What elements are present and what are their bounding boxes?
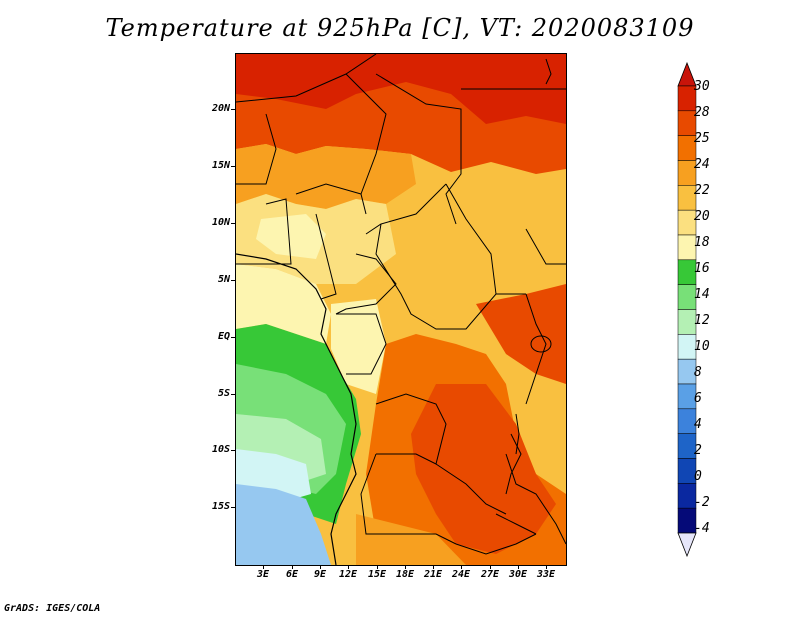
- colorbar-label: 8: [694, 365, 702, 380]
- lat-label-15s: 15S: [211, 501, 230, 512]
- lon-label-30e: 30E: [508, 569, 528, 580]
- lon-label-6e: 6E: [285, 569, 299, 580]
- lat-label-10n: 10N: [211, 217, 230, 228]
- lon-label-24e: 24E: [451, 569, 471, 580]
- colorbar-label: -2: [694, 495, 710, 510]
- lon-label-9e: 9E: [313, 569, 327, 580]
- country-borders: [236, 54, 566, 555]
- colorbar-label: 16: [694, 261, 710, 276]
- colorbar-label: 0: [694, 469, 702, 484]
- field-region-18-west: [236, 264, 331, 344]
- colorbar-label: 28: [694, 105, 710, 120]
- footer-credit: GrADS: IGES/COLA: [4, 603, 101, 614]
- lon-label-18e: 18E: [395, 569, 415, 580]
- colorbar-label: 24: [694, 157, 710, 172]
- lat-label-15n: 15N: [211, 160, 230, 171]
- lat-label-5n: 5N: [217, 274, 230, 285]
- colorbar-label: 25: [694, 131, 710, 146]
- lon-label-12e: 12E: [338, 569, 358, 580]
- colorbar-label: 14: [694, 287, 710, 302]
- lat-label-5s: 5S: [217, 388, 230, 399]
- lat-tick: [231, 337, 235, 338]
- colorbar-label: -4: [694, 521, 710, 536]
- field-region-28-east: [476, 284, 566, 384]
- colorbar-label: 12: [694, 313, 710, 328]
- lat-tick: [231, 507, 235, 508]
- lon-tick: [518, 565, 519, 569]
- lat-tick: [231, 166, 235, 167]
- lon-label-15e: 15E: [367, 569, 387, 580]
- colorbar-label: 6: [694, 391, 702, 406]
- field-region-18-congo: [331, 299, 386, 394]
- lon-tick: [461, 565, 462, 569]
- lon-tick: [546, 565, 547, 569]
- lat-tick: [231, 280, 235, 281]
- field-region-24-north: [236, 144, 416, 209]
- colorbar-label: 30: [694, 79, 710, 94]
- colorbar-label: 10: [694, 339, 710, 354]
- colorbar-label: 18: [694, 235, 710, 250]
- lat-tick: [231, 109, 235, 110]
- lon-tick: [348, 565, 349, 569]
- lake-tanganyika: [515, 413, 520, 455]
- colorbar-bottom-arrow: [677, 532, 697, 557]
- colorbar-label: 20: [694, 209, 710, 224]
- lat-label-20n: 20N: [211, 103, 230, 114]
- colorbar: [677, 62, 697, 557]
- colorbar-label: 4: [694, 417, 702, 432]
- lat-tick: [231, 394, 235, 395]
- lat-tick: [231, 223, 235, 224]
- chart-title: Temperature at 925hPa [C], VT: 202008310…: [105, 14, 695, 42]
- colorbar-label: 22: [694, 183, 710, 198]
- temperature-field: [236, 54, 566, 565]
- lon-label-21e: 21E: [423, 569, 443, 580]
- lake-victoria: [530, 335, 552, 353]
- field-region-18-north: [256, 214, 326, 259]
- lon-label-3e: 3E: [256, 569, 270, 580]
- lon-tick: [433, 565, 434, 569]
- lon-tick: [377, 565, 378, 569]
- lat-label-eq: EQ: [217, 331, 230, 342]
- lat-label-10s: 10S: [211, 444, 230, 455]
- atlantic-coastline: [236, 253, 357, 565]
- lat-tick: [231, 450, 235, 451]
- lon-label-27e: 27E: [480, 569, 500, 580]
- lon-tick: [292, 565, 293, 569]
- lon-tick: [263, 565, 264, 569]
- field-region-30: [236, 54, 566, 124]
- colorbar-label: 2: [694, 443, 702, 458]
- field-region-24-south: [356, 514, 466, 565]
- lon-label-33e: 33E: [536, 569, 556, 580]
- lon-tick: [320, 565, 321, 569]
- lon-tick: [405, 565, 406, 569]
- field-region-8: [236, 484, 331, 565]
- field-region-28-south: [411, 384, 556, 554]
- temperature-map: [235, 53, 567, 566]
- lon-tick: [490, 565, 491, 569]
